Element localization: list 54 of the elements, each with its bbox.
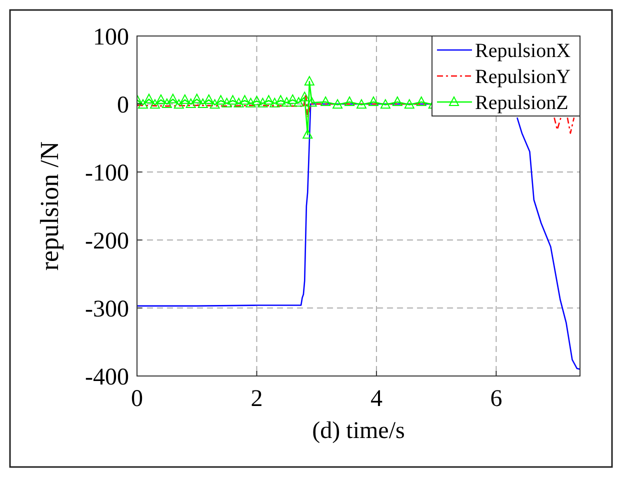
point <box>270 98 280 108</box>
point <box>252 96 262 106</box>
point <box>144 94 154 104</box>
legend-label: RepulsionY <box>475 66 571 88</box>
x-axis-title: (d) time/s <box>312 418 405 444</box>
point <box>234 98 244 108</box>
point <box>356 99 366 109</box>
point <box>288 94 298 104</box>
point <box>416 96 426 106</box>
legend-label: RepulsionX <box>475 40 572 62</box>
point <box>264 95 274 105</box>
y-tick-label: -200 <box>85 228 129 254</box>
point <box>246 98 256 108</box>
point <box>258 98 268 108</box>
y-tick-label: 100 <box>93 24 129 50</box>
point <box>204 94 214 104</box>
point <box>198 98 208 108</box>
y-axis-title: repulsion /N <box>35 141 64 271</box>
point <box>222 98 232 108</box>
point <box>180 94 190 104</box>
point <box>344 96 355 106</box>
point <box>404 99 414 109</box>
y-tick-label: -300 <box>85 296 129 322</box>
point <box>150 99 160 109</box>
point <box>174 99 184 109</box>
point <box>240 95 250 105</box>
point <box>216 95 226 105</box>
point <box>302 129 313 139</box>
point <box>156 94 166 104</box>
point <box>228 95 238 105</box>
y-tick-label: 0 <box>117 92 129 118</box>
x-tick-label: 6 <box>490 386 502 412</box>
point <box>306 97 317 107</box>
x-tick-label: 4 <box>370 386 382 412</box>
point <box>162 98 172 108</box>
point <box>392 96 402 106</box>
point <box>192 94 202 104</box>
point <box>138 99 148 109</box>
point <box>210 99 220 109</box>
point <box>304 76 314 86</box>
point <box>380 99 390 109</box>
legend-label: RepulsionZ <box>475 92 568 114</box>
x-tick-label: 2 <box>250 386 263 412</box>
point <box>282 97 292 107</box>
point <box>300 92 310 102</box>
point <box>332 99 343 109</box>
y-tick-label: -100 <box>85 160 129 186</box>
point <box>186 98 196 108</box>
point <box>320 96 331 106</box>
point <box>276 95 286 105</box>
point <box>368 96 378 106</box>
point <box>294 97 304 107</box>
point <box>168 94 178 104</box>
y-tick-label: -400 <box>85 364 129 390</box>
